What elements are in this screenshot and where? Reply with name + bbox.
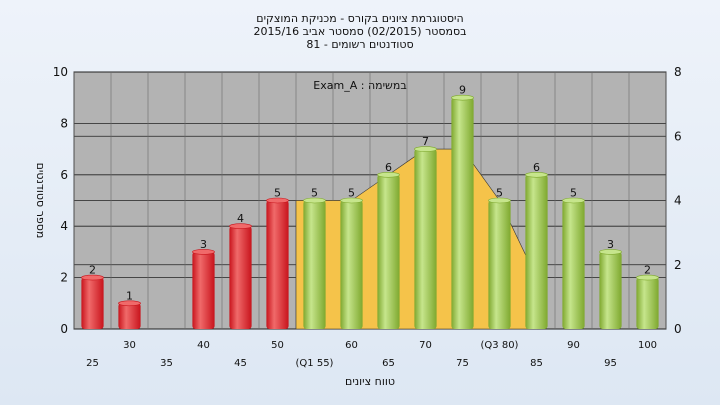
data-label-90: 5 bbox=[570, 187, 577, 200]
bar-65 bbox=[377, 174, 400, 329]
bar-45 bbox=[229, 226, 252, 329]
bar-cap-95 bbox=[599, 249, 622, 255]
x-tick-label: 50 bbox=[271, 340, 284, 351]
data-label-70: 7 bbox=[422, 135, 429, 148]
data-label-95: 3 bbox=[607, 238, 614, 251]
bar-cap-90 bbox=[562, 197, 585, 204]
bar-cap-40 bbox=[192, 249, 215, 255]
data-label-75: 9 bbox=[459, 84, 466, 97]
data-label-25: 2 bbox=[89, 264, 96, 277]
data-label-50: 5 bbox=[274, 187, 281, 200]
bar-75 bbox=[451, 97, 474, 329]
data-label-100: 2 bbox=[644, 264, 651, 277]
bar-25 bbox=[81, 277, 104, 329]
y-tick-label: 6 bbox=[60, 168, 68, 182]
x-tick-label: 60 bbox=[345, 340, 358, 351]
y2-tick-label: 4 bbox=[674, 194, 682, 208]
x-tick-label: 90 bbox=[567, 340, 580, 351]
x-tick-label: 70 bbox=[419, 340, 432, 351]
y2-tick-label: 2 bbox=[674, 258, 682, 272]
x-tick-label: 95 bbox=[604, 358, 617, 369]
chart-title: היסטוגרמת ציונים בקורס - מכניקת המוצקים bbox=[256, 12, 464, 25]
x-tick-label: 75 bbox=[456, 358, 469, 369]
y2-tick-label: 6 bbox=[674, 129, 682, 143]
x-tick-label: (Q1 55) bbox=[296, 358, 334, 369]
bar-cap-85 bbox=[525, 172, 548, 178]
data-label-30: 1 bbox=[126, 289, 133, 302]
y2-tick-label: 8 bbox=[674, 65, 682, 79]
data-label-65: 6 bbox=[385, 161, 392, 174]
bar-60 bbox=[340, 200, 363, 329]
bar-cap-65 bbox=[377, 172, 400, 178]
bar-100 bbox=[636, 277, 659, 329]
bar-40 bbox=[192, 251, 215, 329]
x-tick-label: 85 bbox=[530, 358, 543, 369]
data-label-55: 5 bbox=[311, 187, 318, 200]
x-tick-label: 25 bbox=[86, 358, 99, 369]
y-tick-label: 8 bbox=[60, 116, 68, 130]
bar-70 bbox=[414, 149, 437, 329]
bar-cap-25 bbox=[81, 274, 104, 281]
bar-50 bbox=[266, 200, 289, 329]
y-tick-label: 0 bbox=[60, 322, 68, 336]
chart-subtitle-semester: בסמסטר (02/2015) סמסטר אביב 2015/16 bbox=[253, 25, 467, 38]
x-tick-label: 40 bbox=[197, 340, 210, 351]
bar-85 bbox=[525, 174, 548, 329]
bar-30 bbox=[118, 303, 141, 329]
bar-cap-45 bbox=[229, 223, 252, 229]
bar-cap-75 bbox=[451, 94, 474, 101]
x-tick-label: (Q3 80) bbox=[481, 340, 519, 351]
data-label-80: 5 bbox=[496, 187, 503, 200]
bar-cap-60 bbox=[340, 197, 363, 204]
chart-subtitle-students: סטודנטים רשומים - 81 bbox=[306, 38, 414, 51]
y-tick-label: 2 bbox=[60, 271, 68, 285]
bar-cap-30 bbox=[118, 300, 141, 307]
x-tick-label: 100 bbox=[638, 340, 657, 351]
data-label-40: 3 bbox=[200, 238, 207, 251]
y-tick-label: 10 bbox=[53, 65, 68, 79]
data-label-60: 5 bbox=[348, 187, 355, 200]
bar-55 bbox=[303, 200, 326, 329]
y2-tick-label: 0 bbox=[674, 322, 682, 336]
bar-cap-100 bbox=[636, 274, 659, 281]
bar-90 bbox=[562, 200, 585, 329]
bar-cap-80 bbox=[488, 197, 511, 204]
bar-cap-50 bbox=[266, 197, 289, 204]
x-axis-label: טווח ציונים bbox=[345, 375, 395, 388]
data-label-45: 4 bbox=[237, 212, 244, 225]
data-label-85: 6 bbox=[533, 161, 540, 174]
bar-80 bbox=[488, 200, 511, 329]
bar-95 bbox=[599, 251, 622, 329]
x-tick-label: 35 bbox=[160, 358, 173, 369]
bar-cap-55 bbox=[303, 197, 326, 204]
x-tick-label: 65 bbox=[382, 358, 395, 369]
chart-annotation: Exam_A : במשימה bbox=[313, 79, 406, 92]
y-tick-label: 4 bbox=[60, 219, 68, 233]
x-tick-label: 45 bbox=[234, 358, 247, 369]
x-tick-label: 30 bbox=[123, 340, 136, 351]
bar-cap-70 bbox=[414, 146, 437, 152]
y-axis-label: מספר סטודנטים bbox=[34, 163, 47, 239]
